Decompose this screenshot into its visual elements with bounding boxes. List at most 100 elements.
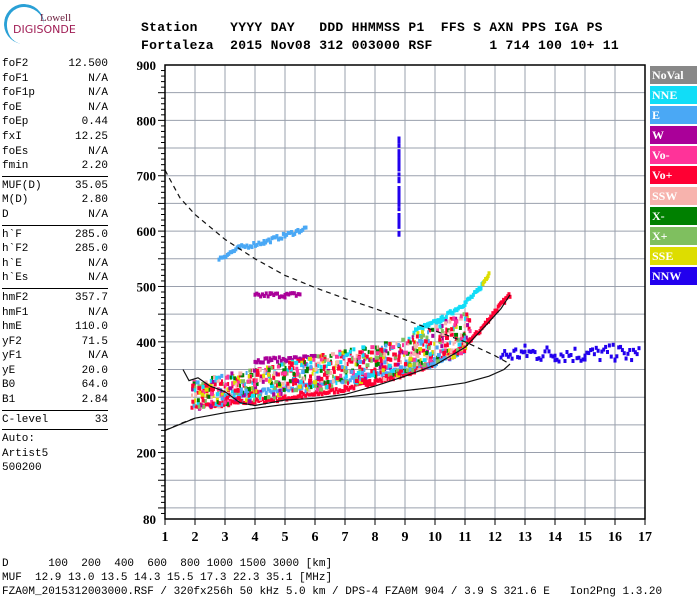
echo-point: [591, 347, 594, 352]
echo-point: [220, 392, 224, 397]
echo-point: [264, 291, 268, 296]
echo-point: [510, 356, 514, 361]
echo-point: [541, 354, 545, 359]
echo-point: [341, 389, 345, 394]
echo-point: [294, 381, 298, 386]
echo-point: [213, 379, 217, 384]
echo-point: [353, 379, 357, 384]
echo-point: [230, 371, 234, 376]
echo-point: [420, 360, 423, 365]
echo-point: [299, 228, 303, 233]
echo-point: [282, 387, 286, 392]
echo-point: [514, 347, 518, 352]
echo-point: [431, 359, 435, 364]
echo-point: [465, 341, 469, 346]
echo-point: [253, 292, 257, 297]
echo-point: [278, 388, 282, 393]
echo-point: [261, 379, 265, 384]
echo-point: [258, 395, 261, 400]
legend: NoVal NNE E W Vo- Vo+ SSW X- X+ SSE NNW: [650, 66, 697, 287]
echo-point: [276, 364, 280, 369]
echo-point: [397, 192, 401, 197]
echo-point: [200, 394, 204, 399]
echo-point: [425, 335, 429, 340]
echo-point: [447, 348, 451, 353]
echo-point: [404, 362, 408, 367]
echo-point: [398, 350, 402, 355]
x-tick-label: 8: [372, 530, 379, 545]
echo-point: [598, 358, 602, 363]
echo-point: [272, 395, 276, 400]
param-name: foF2: [2, 58, 29, 70]
param-row: foF1 N/A: [2, 72, 108, 87]
param-row: fxI 12.25: [2, 130, 108, 145]
param-value: 285.0: [74, 228, 108, 241]
echo-point: [309, 365, 313, 370]
echo-point: [397, 165, 401, 170]
echo-point: [311, 392, 315, 397]
echo-point: [259, 242, 263, 247]
echo-point: [397, 157, 401, 162]
echo-point: [268, 397, 272, 402]
echo-point: [452, 325, 455, 330]
echo-point: [223, 393, 226, 398]
echo-point: [440, 323, 444, 328]
echo-point: [262, 293, 266, 298]
echo-point: [408, 366, 412, 371]
echo-point: [521, 350, 525, 355]
echo-point: [397, 149, 401, 154]
echo-point: [577, 355, 581, 360]
echo-point: [251, 386, 255, 391]
echo-point: [587, 351, 591, 356]
echo-point: [523, 343, 527, 348]
echo-point: [255, 360, 259, 365]
param-value: N/A: [88, 257, 108, 270]
echo-point: [335, 381, 338, 386]
echo-point: [375, 348, 380, 353]
echo-point: [486, 274, 490, 279]
echo-point: [308, 386, 311, 391]
echo-point: [463, 341, 467, 346]
echo-point: [252, 368, 256, 373]
param-value: 64.0: [81, 379, 108, 392]
scaled-parameters-panel: foF2 12.500 foF1 N/A foF1p N/A foE N/A foEp 0.44 f…: [2, 57, 108, 476]
echo-point: [305, 366, 309, 371]
echo-point: [416, 352, 419, 357]
echo-point: [505, 352, 509, 357]
echo-point: [501, 300, 504, 305]
echo-point: [238, 379, 242, 384]
echo-point: [427, 345, 431, 350]
echo-point: [320, 392, 324, 397]
echo-point: [264, 240, 268, 245]
echo-point: [213, 382, 217, 387]
x-tick-label: 17: [638, 530, 652, 545]
echo-point: [321, 381, 324, 386]
echo-point: [247, 399, 252, 404]
echo-point: [619, 344, 623, 349]
echo-point: [483, 279, 487, 284]
echo-point: [272, 375, 276, 380]
echo-point: [265, 356, 269, 361]
echo-point: [592, 352, 596, 357]
echo-point: [463, 343, 467, 348]
echo-point: [270, 398, 274, 403]
echo-point: [448, 309, 452, 314]
echo-point: [399, 360, 402, 365]
echo-point: [317, 363, 320, 368]
echo-point: [283, 292, 287, 297]
x-tick-label: 1: [162, 530, 169, 545]
echo-point: [325, 375, 329, 380]
echo-point: [295, 366, 299, 371]
param-value: N/A: [88, 208, 108, 221]
echo-point: [325, 358, 330, 363]
echo-point: [281, 294, 285, 299]
echo-point: [583, 357, 587, 362]
echo-point: [322, 367, 325, 372]
param-name: fxI: [2, 130, 22, 143]
param-value: 2.84: [81, 394, 108, 407]
echo-point: [289, 396, 293, 401]
echo-point: [281, 381, 285, 386]
echo-point: [516, 355, 520, 360]
echo-point: [314, 367, 318, 372]
echo-point: [358, 350, 363, 355]
